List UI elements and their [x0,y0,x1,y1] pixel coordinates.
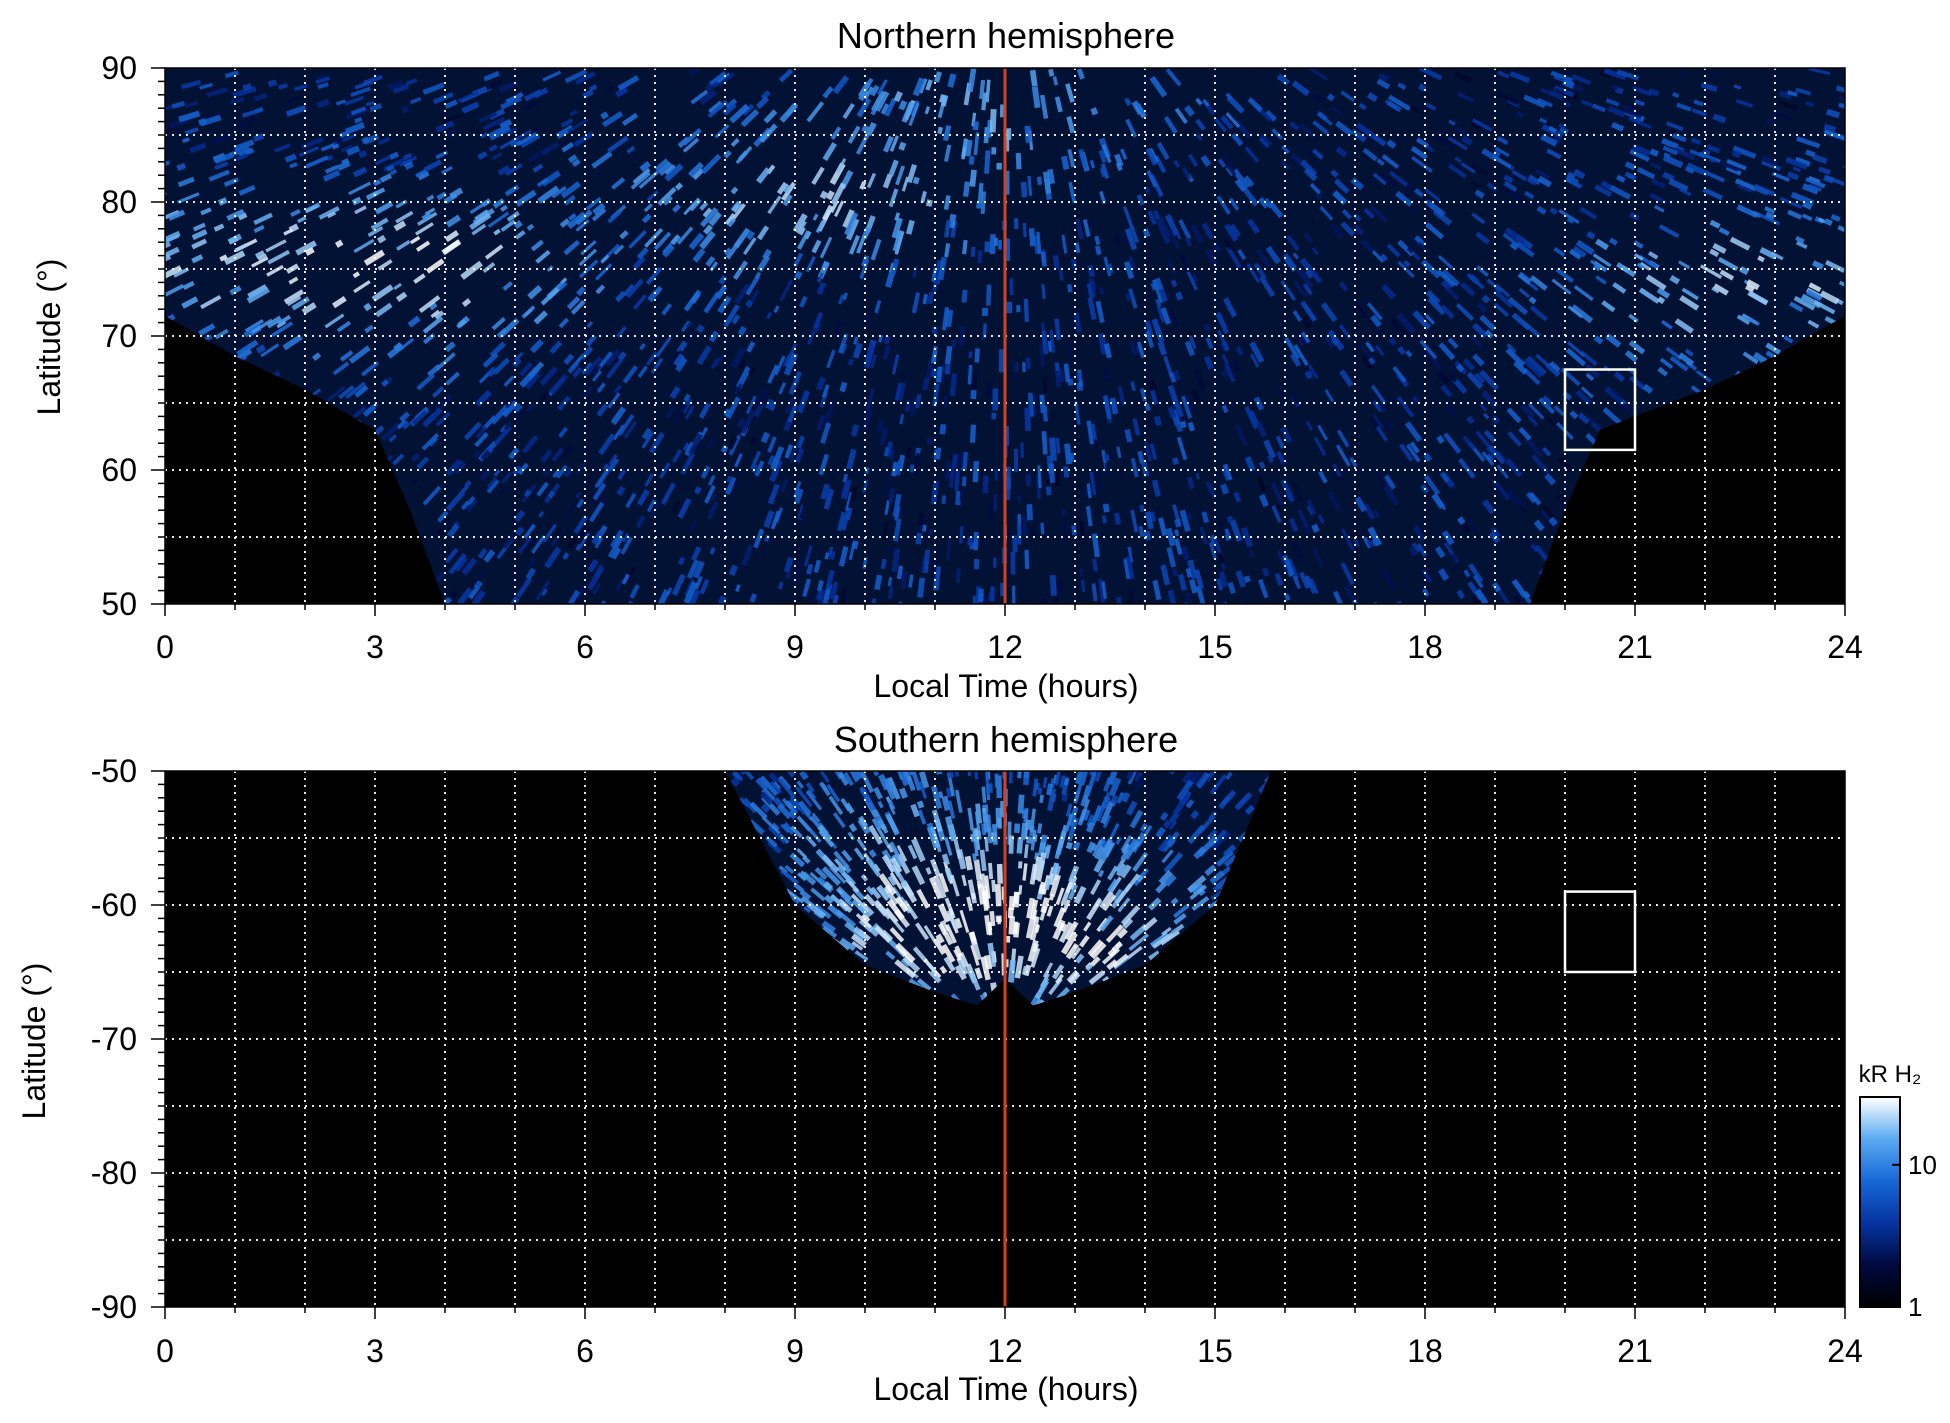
x-tick-label: 6 [576,1333,594,1369]
x-tick-label: 9 [786,629,804,665]
y-tick-label: -80 [91,1155,137,1191]
x-tick-label: 24 [1827,629,1863,665]
x-tick-label: 9 [786,1333,804,1369]
y-axis: -50 -60 -70 -80 -90 [91,753,165,1325]
highlight-box [1563,890,1637,974]
x-tick-label: 12 [987,1333,1023,1369]
x-tick-label: 3 [366,1333,384,1369]
x-axis: 0 3 6 9 12 15 18 21 24 [156,604,1863,665]
y-tick-label: 70 [101,318,137,354]
x-tick-label: 15 [1197,1333,1233,1369]
northern-hemisphere-panel: Northern hemisphere Local Time (hours) L… [31,15,1863,704]
x-tick-label: 0 [156,1333,174,1369]
colorbar-title: kR H₂ [1859,1061,1922,1088]
chart-title: Northern hemisphere [837,15,1175,56]
x-tick-label: 12 [987,629,1023,665]
y-tick-label: -60 [91,887,137,923]
colorbar-tick-label: 1 [1908,1292,1922,1322]
y-tick-label: -90 [91,1289,137,1325]
southern-hemisphere-panel: Southern hemisphere Local Time (hours) L… [16,719,1863,1407]
y-tick-label: -50 [91,753,137,789]
highlight-box [1563,368,1637,452]
x-tick-label: 6 [576,629,594,665]
colorbar-tick-label: 10 [1908,1150,1937,1180]
y-tick-label: 80 [101,184,137,220]
y-tick-label: 90 [101,50,137,86]
y-tick-label: 60 [101,452,137,488]
x-tick-label: 21 [1617,1333,1653,1369]
x-tick-label: 21 [1617,629,1653,665]
y-axis-label: Latitude (°) [31,259,67,416]
x-axis: 0 3 6 9 12 15 18 21 24 [156,1307,1863,1369]
y-axis-label: Latitude (°) [16,963,52,1120]
colorbar-gradient [1859,1096,1901,1308]
x-tick-label: 3 [366,629,384,665]
x-tick-label: 24 [1827,1333,1863,1369]
y-tick-label: 50 [101,586,137,622]
x-tick-label: 15 [1197,629,1233,665]
x-tick-label: 18 [1407,629,1443,665]
y-tick-label: -70 [91,1021,137,1057]
x-tick-label: 0 [156,629,174,665]
y-axis: 50 60 70 80 90 [101,50,165,622]
chart-title: Southern hemisphere [834,719,1178,760]
x-axis-label: Local Time (hours) [874,1371,1139,1407]
colorbar: kR H₂ 10 1 [1859,1061,1937,1322]
x-axis-label: Local Time (hours) [874,668,1139,704]
x-tick-label: 18 [1407,1333,1443,1369]
